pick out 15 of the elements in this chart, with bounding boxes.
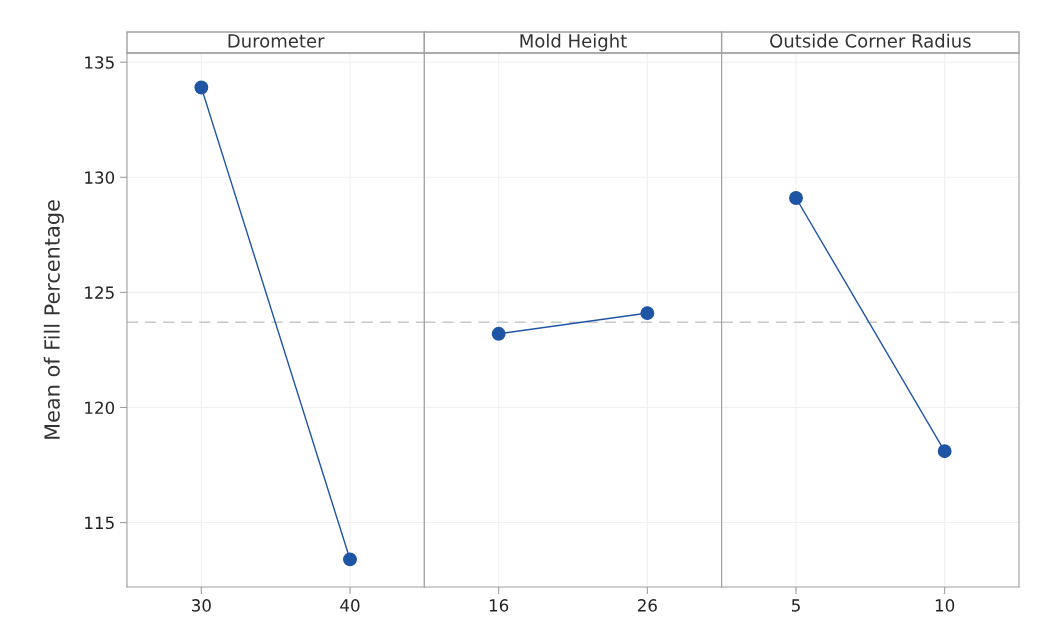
y-tick-label: 120 xyxy=(85,401,115,415)
y-tick-label: 115 xyxy=(85,516,114,530)
x-tick-label: 40 xyxy=(340,599,360,612)
x-tick-label: 26 xyxy=(637,599,657,612)
x-tick-label: 16 xyxy=(489,599,509,612)
y-tick-label: 125 xyxy=(85,286,114,299)
x-tick-label: 30 xyxy=(192,599,211,612)
chart-title: Durometer xyxy=(228,34,325,48)
x-tick-label: 10 xyxy=(935,599,955,612)
chart-title: Outside Corner Radius xyxy=(770,33,971,48)
y-tick-label: 135 xyxy=(85,56,114,69)
y-tick-label: 130 xyxy=(85,171,115,184)
x-tick-label: 5 xyxy=(791,599,800,612)
y-axis-title: Mean of Fill Percentage xyxy=(43,200,64,439)
chart-title: Mold Height xyxy=(520,33,627,52)
